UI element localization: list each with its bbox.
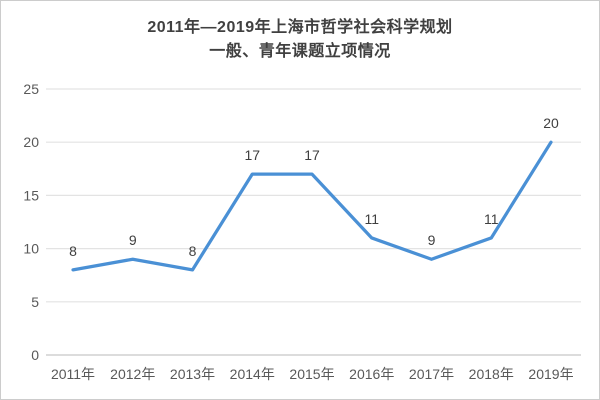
- x-axis-tick-label: 2017年: [409, 366, 454, 382]
- y-axis-tick-label: 5: [31, 294, 39, 310]
- data-point-label: 17: [304, 147, 320, 163]
- data-point-label: 17: [244, 147, 260, 163]
- data-series-line: [71, 140, 553, 272]
- x-axis-tick-label: 2016年: [349, 366, 394, 382]
- y-axis-tick-label: 20: [23, 134, 39, 150]
- x-axis-tick-label: 2011年: [51, 366, 95, 382]
- x-axis-tick-label: 2019年: [528, 366, 573, 382]
- y-axis-tick-label: 25: [23, 81, 39, 97]
- data-point-label: 8: [189, 243, 197, 259]
- data-point-label: 9: [428, 232, 436, 248]
- data-point-label: 20: [543, 115, 559, 131]
- x-axis-tick-label: 2012年: [110, 366, 155, 382]
- data-point-label: 11: [364, 211, 379, 227]
- chart-title: 2011年—2019年上海市哲学社会科学规划 一般、青年课题立项情况: [1, 16, 599, 64]
- data-point-label: 9: [129, 232, 137, 248]
- x-axis-tick-label: 2014年: [230, 366, 275, 382]
- x-axis-tick-label: 2013年: [170, 366, 215, 382]
- chart-title-line2: 一般、青年课题立项情况: [209, 43, 391, 60]
- x-axis-tick-label: 2015年: [289, 366, 334, 382]
- data-point-label: 8: [69, 243, 77, 259]
- x-axis-tick-label: 2018年: [469, 366, 514, 382]
- data-point-label: 11: [484, 211, 499, 227]
- y-axis-tick-label: 0: [31, 347, 39, 363]
- y-axis-tick-label: 10: [23, 241, 39, 257]
- chart-title-line1: 2011年—2019年上海市哲学社会科学规划: [147, 19, 453, 36]
- y-axis-tick-label: 15: [23, 187, 39, 203]
